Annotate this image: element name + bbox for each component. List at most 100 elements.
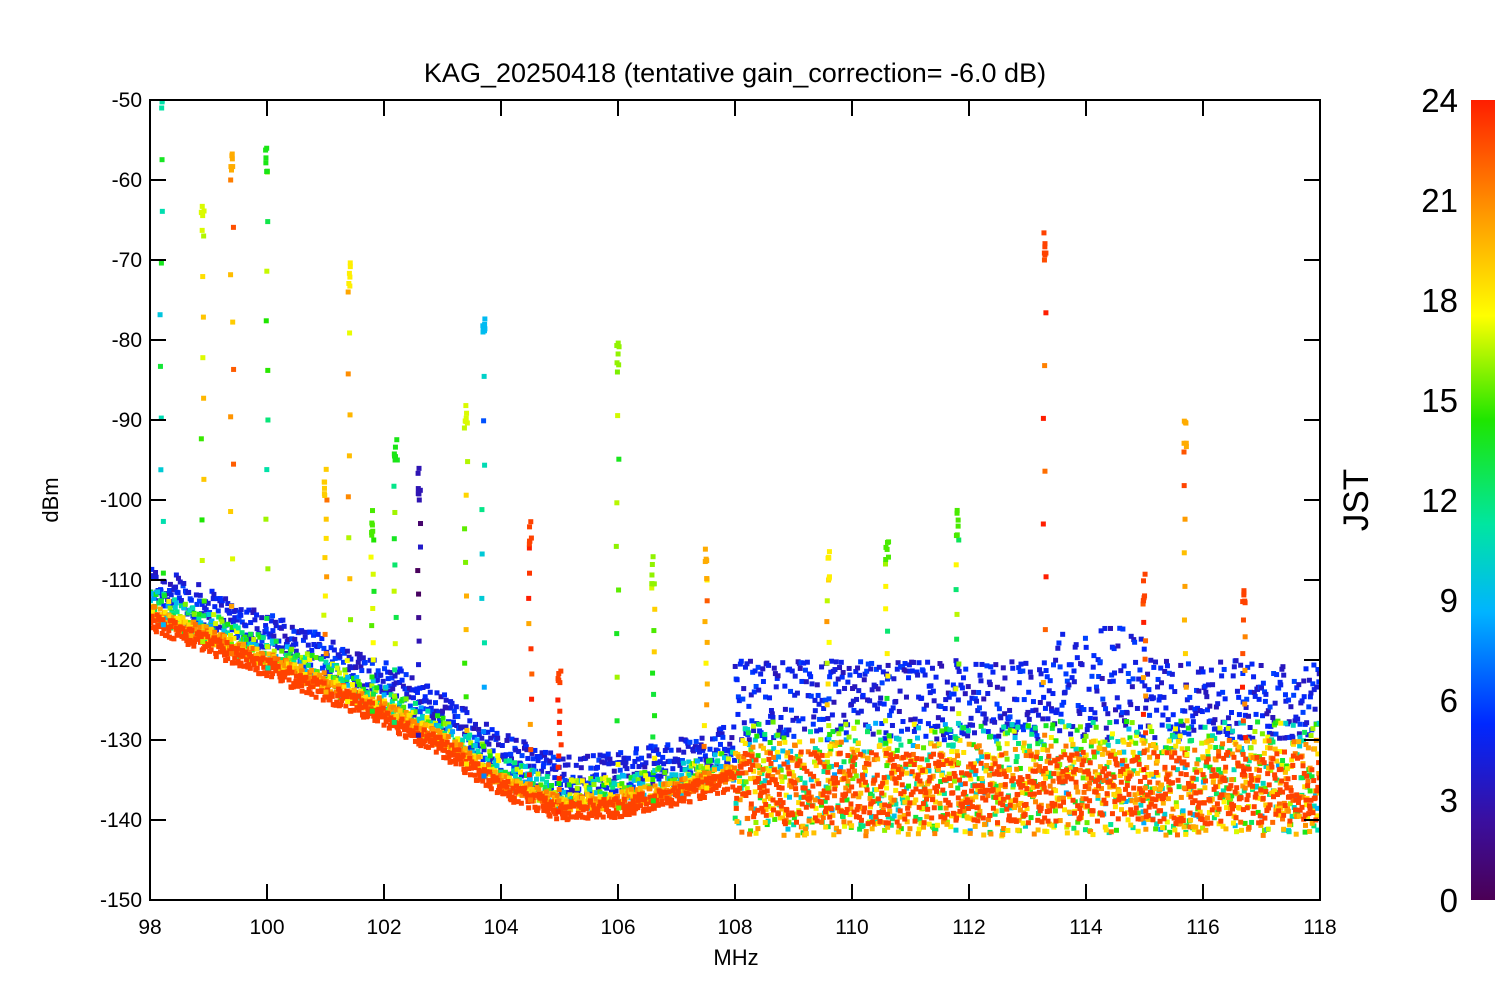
- data-point: [919, 805, 925, 811]
- data-point: [1041, 743, 1047, 749]
- data-point: [880, 669, 886, 675]
- data-point: [631, 810, 637, 816]
- data-point: [193, 592, 199, 598]
- data-point: [259, 638, 265, 644]
- data-point: [522, 779, 528, 785]
- data-point: [498, 776, 504, 782]
- data-point: [885, 774, 891, 780]
- data-point: [173, 600, 179, 606]
- data-point: [780, 800, 786, 806]
- data-point: [1071, 668, 1077, 674]
- data-point: [1139, 678, 1145, 684]
- data-point: [1164, 819, 1170, 825]
- data-point: [796, 718, 802, 724]
- data-point: [597, 812, 603, 818]
- data-point: [774, 800, 780, 806]
- data-point: [486, 741, 492, 747]
- data-point: [748, 747, 754, 753]
- data-point: [425, 708, 431, 714]
- data-point: [701, 766, 707, 772]
- data-point: [662, 769, 668, 775]
- data-point: [1310, 681, 1316, 687]
- data-point: [337, 688, 343, 694]
- data-point: [279, 677, 285, 683]
- data-point: [1021, 748, 1027, 754]
- data-point: [315, 631, 321, 637]
- data-point: [1106, 734, 1112, 740]
- data-point: [442, 732, 448, 738]
- data-point: [937, 805, 943, 811]
- data-point: [772, 671, 778, 677]
- data-point: [978, 723, 984, 729]
- data-point: [811, 830, 817, 836]
- data-point: [535, 771, 541, 777]
- data-point: [958, 682, 964, 688]
- data-point: [622, 785, 628, 791]
- data-point: [1229, 710, 1235, 716]
- data-point: [1220, 741, 1226, 747]
- data-point: [232, 660, 238, 666]
- data-point: [1163, 705, 1169, 711]
- data-point: [392, 673, 398, 679]
- data-point: [813, 763, 819, 769]
- data-point: [750, 744, 756, 750]
- data-point: [939, 663, 945, 669]
- data-point: [483, 721, 489, 727]
- data-point: [1016, 665, 1022, 671]
- data-point: [530, 781, 536, 787]
- data-point: [313, 694, 319, 700]
- data-point: [809, 803, 815, 809]
- data-point: [540, 803, 546, 809]
- data-point: [268, 631, 274, 637]
- data-point: [1193, 776, 1199, 782]
- data-point: [744, 786, 750, 792]
- data-point: [1254, 783, 1260, 789]
- data-point: [513, 737, 519, 743]
- data-point: [1251, 674, 1257, 680]
- data-point: [847, 812, 853, 818]
- data-point: [1035, 827, 1041, 833]
- data-point: [1170, 806, 1176, 812]
- data-point: [972, 696, 978, 702]
- data-point: [977, 808, 983, 814]
- data-point: [1138, 724, 1144, 730]
- data-point: [1143, 705, 1149, 711]
- data-point: [1212, 735, 1218, 741]
- data-point: [1225, 725, 1231, 731]
- data-point: [971, 689, 977, 695]
- data-point: [1292, 718, 1298, 724]
- data-point: [495, 735, 501, 741]
- data-point: [739, 779, 745, 785]
- data-point: [1033, 707, 1039, 713]
- data-point: [1287, 785, 1293, 791]
- data-point: [1021, 697, 1027, 703]
- data-point: [666, 789, 672, 795]
- data-point: [879, 721, 885, 727]
- data-point: [1229, 751, 1235, 757]
- data-point: [1141, 820, 1147, 826]
- data-point: [855, 740, 861, 746]
- data-point: [850, 776, 856, 782]
- data-point: [539, 776, 545, 782]
- data-point: [317, 643, 323, 649]
- data-point: [238, 607, 244, 613]
- data-point: [309, 652, 315, 658]
- data-point: [585, 815, 591, 821]
- data-point: [752, 789, 758, 795]
- data-point: [815, 692, 821, 698]
- data-point: [587, 786, 593, 792]
- data-point: [953, 827, 959, 833]
- data-point: [248, 654, 254, 660]
- data-point: [460, 752, 466, 758]
- data-point: [229, 644, 235, 650]
- data-point: [757, 770, 763, 776]
- data-point: [738, 764, 744, 770]
- data-point: [601, 782, 607, 788]
- data-point: [1170, 712, 1176, 718]
- data-point: [987, 682, 993, 688]
- data-point: [1053, 657, 1059, 663]
- data-point: [775, 673, 781, 679]
- data-point: [333, 679, 339, 685]
- data-point: [444, 739, 450, 745]
- data-point: [985, 793, 991, 799]
